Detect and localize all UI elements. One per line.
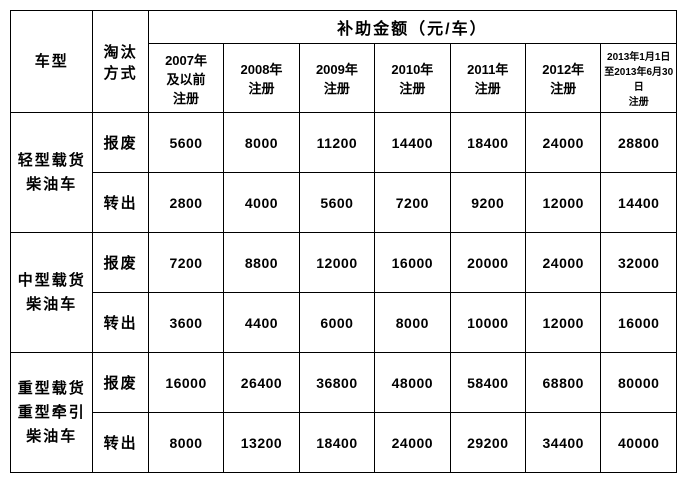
- cell-value: 29200: [450, 413, 525, 473]
- cell-value: 68800: [526, 353, 601, 413]
- header-year-1: 2008年注册: [224, 44, 299, 113]
- cell-value: 7200: [148, 233, 223, 293]
- cell-value: 20000: [450, 233, 525, 293]
- header-vehicle-type: 车型: [11, 11, 93, 113]
- cell-value: 8000: [375, 293, 450, 353]
- cell-value: 14400: [601, 173, 677, 233]
- cell-method: 转出: [93, 293, 148, 353]
- cell-value: 12000: [526, 173, 601, 233]
- cell-value: 28800: [601, 113, 677, 173]
- table-row: 轻型载货柴油车 报废 5600 8000 11200 14400 18400 2…: [11, 113, 677, 173]
- cell-method: 转出: [93, 173, 148, 233]
- cell-value: 18400: [450, 113, 525, 173]
- cell-value: 26400: [224, 353, 299, 413]
- cell-value: 8000: [148, 413, 223, 473]
- cell-value: 11200: [299, 113, 374, 173]
- cell-value: 9200: [450, 173, 525, 233]
- table-row: 转出 8000 13200 18400 24000 29200 34400 40…: [11, 413, 677, 473]
- cell-value: 48000: [375, 353, 450, 413]
- cell-value: 18400: [299, 413, 374, 473]
- cell-value: 14400: [375, 113, 450, 173]
- header-year-3: 2010年注册: [375, 44, 450, 113]
- header-year-5: 2012年注册: [526, 44, 601, 113]
- header-year-6: 2013年1月1日至2013年6月30日注册: [601, 44, 677, 113]
- cell-value: 10000: [450, 293, 525, 353]
- header-year-0: 2007年及以前注册: [148, 44, 223, 113]
- cell-value: 16000: [375, 233, 450, 293]
- cell-value: 5600: [299, 173, 374, 233]
- cell-value: 12000: [526, 293, 601, 353]
- header-year-4: 2011年注册: [450, 44, 525, 113]
- cell-value: 16000: [148, 353, 223, 413]
- cell-value: 13200: [224, 413, 299, 473]
- table-row: 重型载货重型牵引柴油车 报废 16000 26400 36800 48000 5…: [11, 353, 677, 413]
- cell-method: 报废: [93, 113, 148, 173]
- cell-value: 5600: [148, 113, 223, 173]
- subsidy-table: 车型 淘汰方式 补助金额（元/车） 2007年及以前注册 2008年注册 200…: [10, 10, 677, 473]
- cell-value: 4000: [224, 173, 299, 233]
- cell-value: 24000: [375, 413, 450, 473]
- table-row: 转出 3600 4400 6000 8000 10000 12000 16000: [11, 293, 677, 353]
- cell-value: 16000: [601, 293, 677, 353]
- cell-value: 24000: [526, 233, 601, 293]
- cell-vehicle-type: 轻型载货柴油车: [11, 113, 93, 233]
- cell-method: 转出: [93, 413, 148, 473]
- cell-value: 40000: [601, 413, 677, 473]
- table-row: 转出 2800 4000 5600 7200 9200 12000 14400: [11, 173, 677, 233]
- cell-method: 报废: [93, 233, 148, 293]
- cell-value: 4400: [224, 293, 299, 353]
- cell-vehicle-type: 重型载货重型牵引柴油车: [11, 353, 93, 473]
- cell-value: 32000: [601, 233, 677, 293]
- cell-value: 34400: [526, 413, 601, 473]
- header-elimination-method: 淘汰方式: [93, 11, 148, 113]
- cell-value: 8800: [224, 233, 299, 293]
- header-subsidy-title: 补助金额（元/车）: [148, 11, 676, 44]
- cell-value: 8000: [224, 113, 299, 173]
- cell-value: 58400: [450, 353, 525, 413]
- cell-value: 3600: [148, 293, 223, 353]
- cell-value: 2800: [148, 173, 223, 233]
- cell-value: 7200: [375, 173, 450, 233]
- cell-value: 36800: [299, 353, 374, 413]
- cell-value: 12000: [299, 233, 374, 293]
- cell-value: 80000: [601, 353, 677, 413]
- header-year-2: 2009年注册: [299, 44, 374, 113]
- table-row: 中型载货柴油车 报废 7200 8800 12000 16000 20000 2…: [11, 233, 677, 293]
- cell-value: 6000: [299, 293, 374, 353]
- table-body: 轻型载货柴油车 报废 5600 8000 11200 14400 18400 2…: [11, 113, 677, 473]
- cell-method: 报废: [93, 353, 148, 413]
- cell-value: 24000: [526, 113, 601, 173]
- cell-vehicle-type: 中型载货柴油车: [11, 233, 93, 353]
